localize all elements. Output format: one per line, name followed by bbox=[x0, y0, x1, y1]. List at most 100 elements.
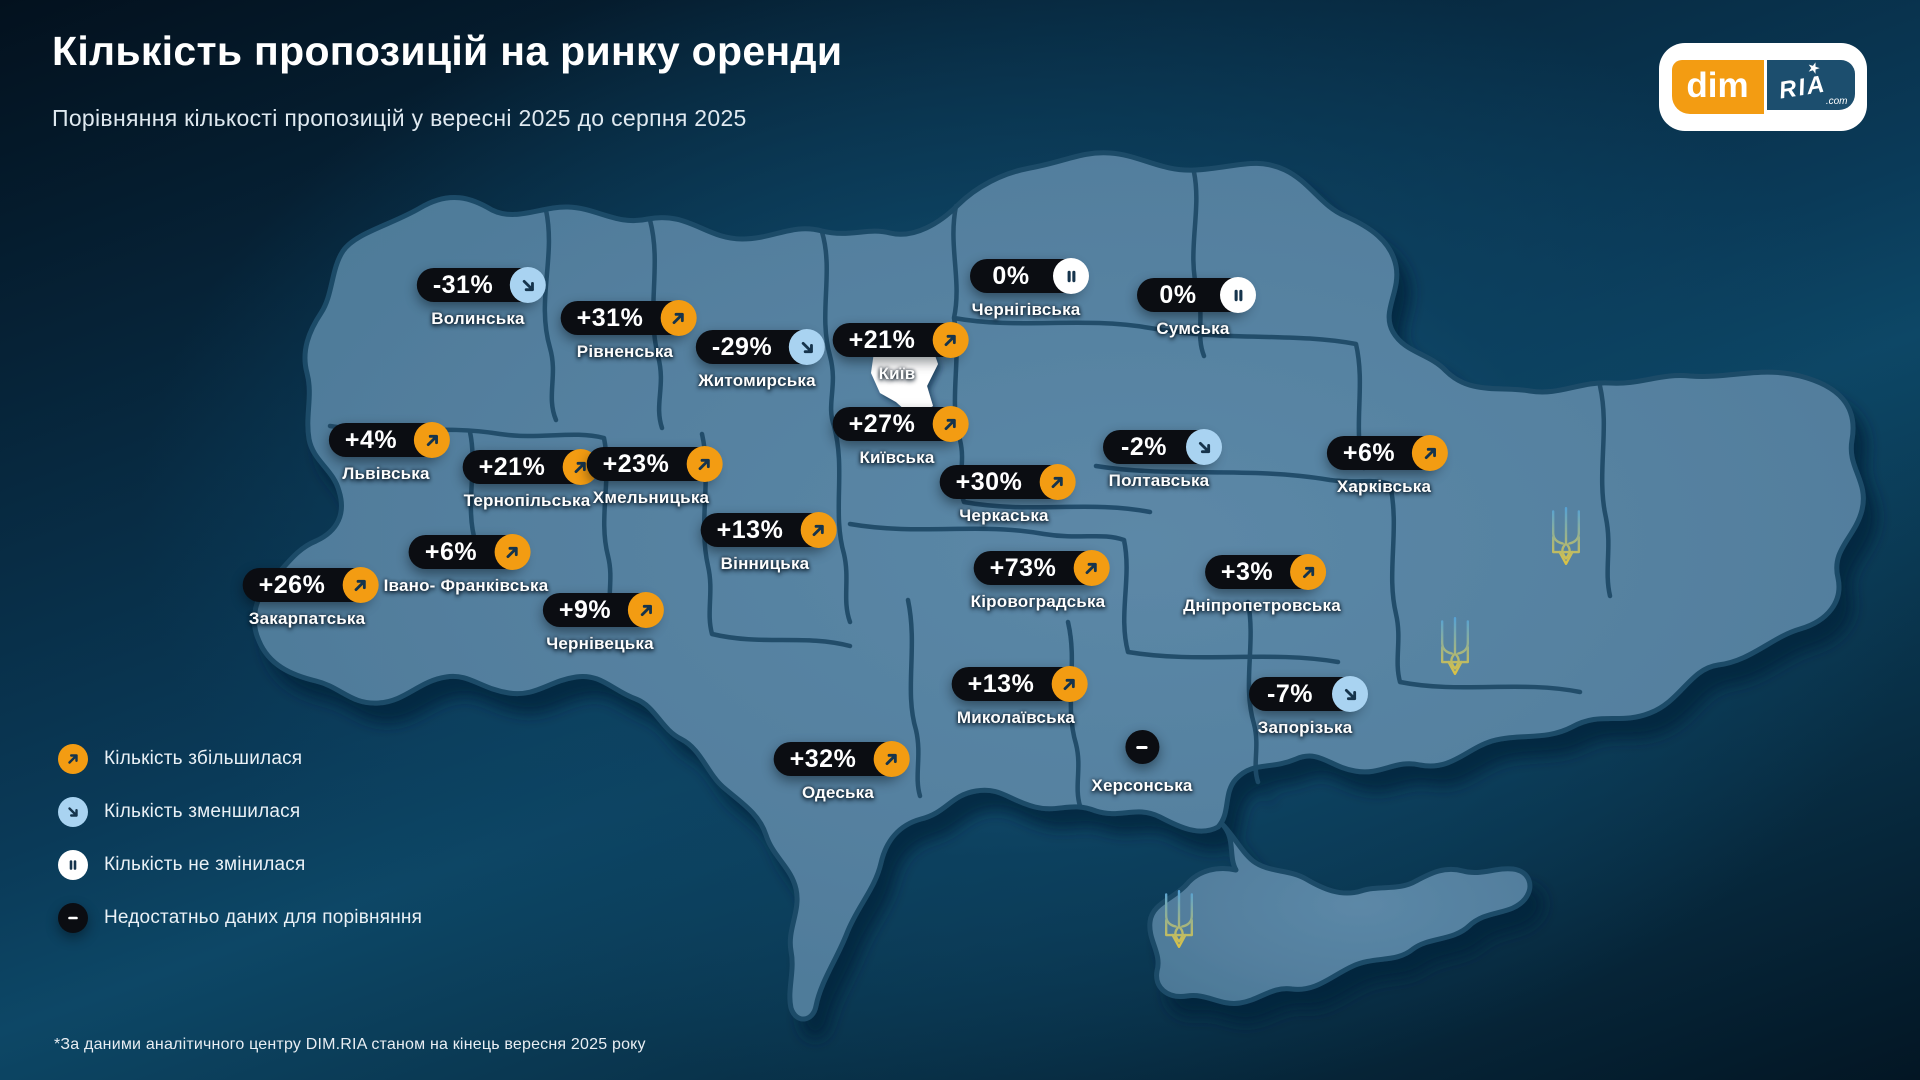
region-pill: +6% bbox=[1326, 435, 1449, 471]
trend-down-icon bbox=[1186, 429, 1222, 465]
region-label: Кіровоградська bbox=[970, 592, 1106, 611]
region-badge: +9% Чернівецька bbox=[542, 592, 665, 654]
trend-up-icon bbox=[686, 446, 723, 482]
region-label: Запорізька bbox=[1257, 718, 1353, 737]
region-badge: Херсонська bbox=[1091, 730, 1192, 796]
region-label: Вінницька bbox=[720, 554, 810, 573]
trend-up-icon bbox=[628, 592, 665, 628]
region-label: Львівська bbox=[342, 464, 430, 483]
region-label: Івано- Франківська bbox=[383, 576, 549, 595]
trend-up-icon bbox=[932, 406, 969, 442]
region-value: +30% bbox=[955, 467, 1023, 496]
trend-up-icon bbox=[873, 741, 910, 777]
region-value: +32% bbox=[789, 744, 857, 773]
region-badge: -29% Житомирська bbox=[695, 329, 826, 391]
region-value: -29% bbox=[711, 332, 773, 361]
trend-down-icon bbox=[510, 267, 547, 303]
trend-up-icon bbox=[800, 512, 837, 548]
region-label: Черкаська bbox=[959, 506, 1049, 525]
region-badge: -2% Полтавська bbox=[1103, 429, 1222, 491]
region-pill: -2% bbox=[1103, 429, 1222, 465]
region-badge: +13% Вінницька bbox=[700, 512, 837, 574]
region-value: +31% bbox=[576, 303, 644, 332]
region-value: +21% bbox=[478, 452, 546, 481]
region-label: Хмельницька bbox=[592, 488, 710, 507]
region-value: +6% bbox=[424, 537, 478, 566]
legend-label: Кількість зменшилася bbox=[104, 801, 301, 822]
trend-down-icon bbox=[58, 797, 88, 827]
trend-up-icon bbox=[1051, 666, 1088, 702]
trend-down-icon bbox=[1332, 676, 1368, 712]
region-label: Київ bbox=[878, 364, 916, 383]
region-badge: +31% Рівненська bbox=[560, 300, 697, 362]
region-pill: 0% bbox=[1137, 277, 1256, 313]
region-label: Тернопільська bbox=[463, 491, 591, 510]
region-pill: +73% bbox=[973, 550, 1110, 586]
region-value: 0% bbox=[1159, 280, 1197, 309]
dim-ria-logo: dim ★ RIA .com bbox=[1659, 43, 1867, 131]
region-value: +4% bbox=[344, 425, 398, 454]
region-pill: -7% bbox=[1249, 676, 1368, 712]
region-badge: +13% Миколаївська bbox=[951, 666, 1088, 728]
trend-up-icon bbox=[1073, 550, 1110, 586]
region-value: +23% bbox=[602, 449, 670, 478]
region-badge: +21% Тернопільська bbox=[462, 449, 599, 511]
region-label: Миколаївська bbox=[956, 708, 1076, 727]
region-label: Закарпатська bbox=[248, 609, 366, 628]
legend-row-decrease: Кількість зменшилася bbox=[58, 797, 422, 827]
region-badge: 0% Чернігівська bbox=[970, 258, 1089, 320]
ria-logo-com: .com bbox=[1825, 96, 1848, 107]
region-value: +27% bbox=[848, 409, 916, 438]
region-value: -7% bbox=[1267, 679, 1313, 708]
region-badge: +6% Івано- Франківська bbox=[383, 534, 549, 596]
region-label: Волинська bbox=[431, 309, 525, 328]
trend-up-icon bbox=[494, 534, 531, 570]
region-label: Чернігівська bbox=[971, 300, 1081, 319]
trend-up-icon bbox=[660, 300, 697, 336]
region-value: +3% bbox=[1220, 557, 1274, 586]
region-pill: -29% bbox=[695, 329, 826, 365]
region-label: Дніпропетровська bbox=[1183, 596, 1341, 615]
region-badge: +3% Дніпропетровська bbox=[1183, 554, 1341, 616]
region-label: Рівненська bbox=[576, 342, 674, 361]
region-pill: +26% bbox=[242, 567, 379, 603]
region-pill: +6% bbox=[408, 534, 531, 570]
region-pill: -31% bbox=[416, 267, 547, 303]
trend-up-icon bbox=[1412, 435, 1449, 471]
region-value: +9% bbox=[558, 595, 612, 624]
legend-label: Кількість не змінилася bbox=[104, 854, 306, 875]
region-pill: +9% bbox=[542, 592, 665, 628]
region-badge: +4% Львівська bbox=[328, 422, 451, 484]
region-value: 0% bbox=[992, 261, 1030, 290]
no-data-icon bbox=[58, 903, 88, 933]
region-label: Сумська bbox=[1156, 319, 1230, 338]
trend-down-icon bbox=[789, 329, 826, 365]
region-pill: +21% bbox=[462, 449, 599, 485]
header: Кількість пропозицій на ринку оренди Пор… bbox=[52, 28, 842, 132]
region-badge: -31% Волинська bbox=[416, 267, 547, 329]
footnote: *За даними аналітичного центру DIM.RIA с… bbox=[54, 1036, 646, 1053]
legend-label: Недостатньо даних для порівняння bbox=[104, 907, 423, 928]
region-badge: +23% Хмельницька bbox=[586, 446, 723, 508]
legend-row-no-data: Недостатньо даних для порівняння bbox=[58, 903, 422, 933]
region-badge: +32% Одеська bbox=[773, 741, 910, 803]
region-pill: +31% bbox=[560, 300, 697, 336]
trend-pause-icon bbox=[1053, 258, 1089, 294]
region-pill: 0% bbox=[970, 258, 1089, 294]
page-subtitle: Порівняння кількості пропозицій у вересн… bbox=[52, 105, 747, 131]
region-pill: +30% bbox=[939, 464, 1076, 500]
region-value: +73% bbox=[989, 553, 1057, 582]
region-value: +21% bbox=[848, 325, 916, 354]
region-pill: +32% bbox=[773, 741, 910, 777]
legend-label: Кількість збільшилася bbox=[104, 748, 303, 769]
kyiv-city-shape bbox=[871, 344, 938, 418]
trend-up-icon bbox=[1039, 464, 1076, 500]
region-value: -31% bbox=[432, 270, 494, 299]
region-label: Полтавська bbox=[1108, 471, 1210, 490]
region-pill: +13% bbox=[951, 666, 1088, 702]
dim-logo-text: dim bbox=[1671, 60, 1764, 114]
region-value: -2% bbox=[1121, 432, 1167, 461]
region-value: +13% bbox=[967, 669, 1035, 698]
region-label: Харківська bbox=[1336, 477, 1432, 496]
